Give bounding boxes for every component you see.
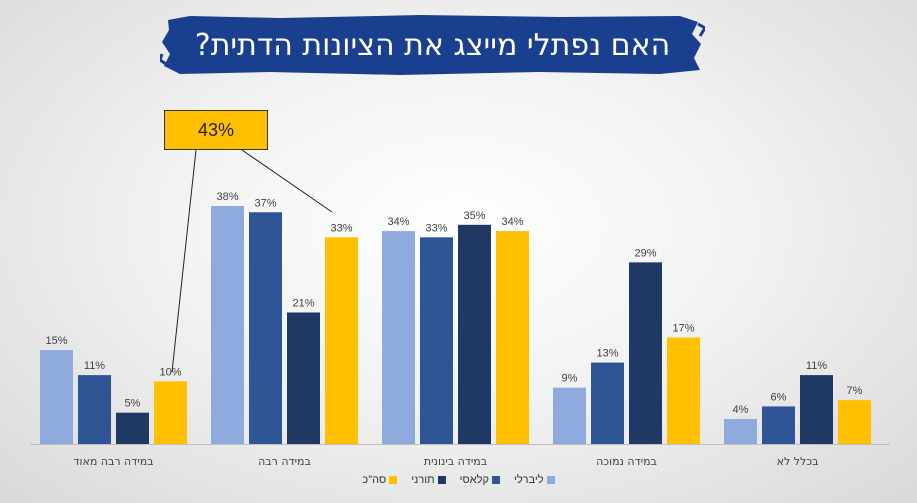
- bar: [800, 375, 833, 444]
- bar: [420, 237, 453, 444]
- data-label: 4%: [733, 404, 749, 416]
- bar: [762, 406, 795, 444]
- bar: [667, 337, 700, 444]
- bar: [553, 387, 586, 444]
- data-label: 34%: [501, 216, 523, 228]
- data-label: 11%: [84, 360, 105, 372]
- category-label: במידה רבה מאוד: [73, 455, 153, 468]
- callout-box: 43%: [164, 110, 268, 150]
- category-label: במידה בינונית: [424, 455, 487, 468]
- bar: [249, 212, 282, 444]
- legend-swatch-total: [389, 476, 398, 484]
- legend: ליברלי קלאסי תורני סה"כ: [0, 474, 917, 486]
- legend-item-torani: תורני: [411, 474, 446, 486]
- bar: [629, 262, 662, 444]
- bar: [40, 350, 73, 444]
- category-label: במידה רבה: [258, 455, 311, 468]
- data-label: 34%: [387, 216, 409, 228]
- data-label: 9%: [562, 373, 578, 385]
- category-label: במידה נמוכה: [596, 455, 657, 468]
- callout-leader-1: [171, 149, 197, 373]
- legend-label-torani: תורני: [411, 474, 435, 486]
- bar: [458, 224, 491, 444]
- bar: [78, 375, 111, 444]
- data-label: 11%: [806, 360, 827, 372]
- legend-label-total: סה"כ: [362, 474, 387, 486]
- bar: [724, 418, 757, 444]
- data-label: 33%: [425, 222, 447, 234]
- data-label: 29%: [634, 247, 656, 259]
- data-label: 35%: [463, 210, 485, 222]
- data-label: 13%: [596, 348, 618, 360]
- legend-item-liberal: ליברלי: [514, 474, 555, 486]
- legend-label-classic: קלאסי: [459, 474, 489, 486]
- bar: [211, 206, 244, 444]
- data-label: 6%: [771, 391, 787, 403]
- data-label: 33%: [330, 222, 352, 234]
- chart-title: האם נפתלי מייצג את הציונות הדתית?: [194, 27, 671, 63]
- data-label: 37%: [254, 197, 276, 209]
- data-label: 7%: [847, 385, 863, 397]
- callout-leader-2: [241, 149, 333, 213]
- bar: [116, 412, 149, 444]
- data-label: 5%: [125, 398, 141, 410]
- bar: [325, 237, 358, 444]
- bar: [154, 381, 187, 444]
- legend-item-total: סה"כ: [362, 474, 398, 486]
- bar: [382, 231, 415, 444]
- data-label: 10%: [159, 366, 181, 378]
- data-label: 21%: [292, 297, 314, 309]
- legend-label-liberal: ליברלי: [513, 474, 544, 486]
- data-label: 38%: [216, 191, 238, 203]
- bar: [591, 362, 624, 444]
- data-label: 17%: [672, 323, 694, 335]
- data-label: 15%: [45, 335, 67, 347]
- bar: [287, 312, 320, 444]
- legend-swatch-torani: [437, 476, 446, 484]
- category-label: בכלל לא: [777, 455, 819, 468]
- legend-swatch-liberal: [546, 476, 555, 484]
- bar: [838, 400, 871, 444]
- legend-swatch-classic: [491, 476, 500, 484]
- bar: [496, 231, 529, 444]
- legend-item-classic: קלאסי: [460, 474, 500, 486]
- title-banner: [160, 15, 705, 75]
